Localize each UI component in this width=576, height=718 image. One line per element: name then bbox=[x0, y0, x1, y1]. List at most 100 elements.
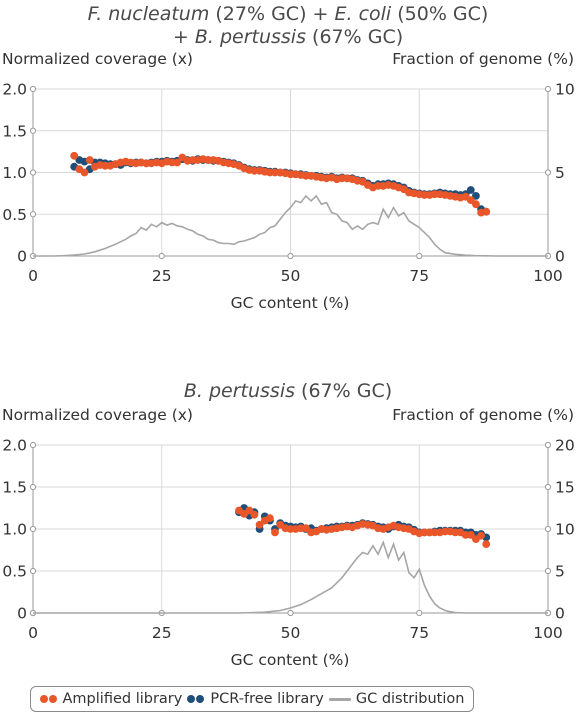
y-right-tick-marker bbox=[544, 525, 552, 533]
y-right-tick-marker bbox=[544, 567, 552, 575]
y-right-tick-label: 5 bbox=[555, 563, 565, 581]
y-left-tick-marker bbox=[29, 85, 37, 93]
legend-dot bbox=[39, 695, 48, 703]
amplified-point bbox=[85, 156, 94, 164]
y-right-tick-label: 0 bbox=[555, 248, 565, 266]
y-axis-right-title: Fraction of genome (%) bbox=[392, 50, 574, 68]
amplified-point bbox=[472, 200, 480, 209]
title-part: (50% GC) bbox=[391, 3, 488, 25]
y-left-tick-label: 0 bbox=[17, 248, 27, 266]
y-left-tick-label: 0.5 bbox=[2, 563, 27, 581]
amplified-point-group bbox=[235, 506, 491, 548]
title-part: B. pertussis bbox=[195, 26, 306, 48]
y-right-tick-marker bbox=[544, 169, 552, 176]
x-tick-label: 50 bbox=[281, 624, 301, 642]
y-right-tick-label: 0 bbox=[555, 605, 565, 623]
title-part: (67% GC) bbox=[295, 380, 392, 402]
y-left-tick-label: 0.5 bbox=[2, 206, 27, 224]
y-right-tick-label: 10 bbox=[555, 81, 575, 99]
y-right-tick-label: 5 bbox=[555, 164, 565, 182]
y-axis-left-title: Normalized coverage (x) bbox=[2, 50, 193, 68]
y-left-tick-label: 0 bbox=[17, 605, 27, 623]
amplified-point bbox=[266, 514, 274, 522]
gc-distribution-line bbox=[33, 194, 548, 257]
gc-distribution-line bbox=[33, 540, 548, 614]
x-tick-label: 75 bbox=[409, 624, 429, 642]
chart-svg: F. nucleatum (27% GC) + E. coli (50% GC)… bbox=[2, 3, 575, 312]
y-right-tick-label: 20 bbox=[555, 437, 575, 455]
legend: Amplified library PCR-free library GC di… bbox=[30, 686, 474, 712]
legend-label-amplified: Amplified library bbox=[62, 691, 183, 707]
y-left-tick-marker bbox=[29, 127, 37, 134]
y-left-tick-marker bbox=[29, 441, 37, 449]
legend-swatch-gc bbox=[328, 697, 351, 701]
pcr-free-point bbox=[466, 186, 475, 194]
legend-dot bbox=[187, 695, 196, 703]
legend-dot bbox=[48, 695, 57, 703]
amplified-point bbox=[173, 158, 182, 167]
chart-title-line-1: F. nucleatum (27% GC) + E. coli (50% GC) bbox=[88, 3, 489, 25]
x-tick-label: 0 bbox=[28, 267, 38, 285]
x-tick-marker bbox=[287, 609, 294, 617]
title-part: (27% GC) + bbox=[209, 3, 334, 25]
y-left-tick-label: 1.5 bbox=[2, 479, 27, 497]
chart-svg: B. pertussis (67% GC) Normalized coverage… bbox=[2, 380, 575, 669]
x-tick-label: 75 bbox=[409, 267, 429, 285]
legend-item-amplified: Amplified library bbox=[39, 691, 183, 707]
amplified-point bbox=[250, 510, 259, 519]
y-left-tick-marker bbox=[29, 525, 37, 533]
x-tick-marker bbox=[416, 252, 423, 260]
y-left-tick-marker bbox=[29, 169, 37, 176]
y-left-tick-marker bbox=[29, 211, 37, 218]
legend-item-gc-distribution: GC distribution bbox=[328, 691, 465, 707]
title-part: + bbox=[173, 26, 195, 48]
y-right-tick-label: 10 bbox=[555, 521, 575, 539]
amplified-point bbox=[482, 207, 491, 216]
x-tick-marker bbox=[287, 252, 294, 260]
y-left-tick-label: 1.5 bbox=[2, 122, 27, 140]
y-left-tick-label: 2.0 bbox=[2, 437, 27, 455]
x-tick-label: 25 bbox=[152, 267, 172, 285]
chart-title-line-2: + B. pertussis (67% GC) bbox=[173, 26, 403, 48]
y-right-tick-marker bbox=[544, 441, 552, 449]
title-part: E. coli bbox=[334, 3, 391, 25]
amplified-point bbox=[302, 524, 310, 533]
y-axis-right-title: Fraction of genome (%) bbox=[392, 406, 574, 424]
legend-label-gc-distribution: GC distribution bbox=[355, 691, 465, 707]
x-axis-title: GC content (%) bbox=[231, 294, 350, 312]
chart-title-line-1: B. pertussis (67% GC) bbox=[184, 380, 392, 402]
amplified-point bbox=[255, 520, 264, 529]
x-tick-label: 100 bbox=[533, 624, 563, 642]
amplified-point bbox=[80, 168, 89, 177]
x-tick-label: 50 bbox=[281, 267, 301, 285]
y-axis-left-title: Normalized coverage (x) bbox=[2, 406, 193, 424]
title-part: B. pertussis bbox=[184, 380, 295, 402]
y-right-tick-label: 15 bbox=[555, 479, 575, 497]
y-right-tick-marker bbox=[544, 483, 552, 491]
chart-b-pertussis: B. pertussis (67% GC) Normalized coverage… bbox=[0, 372, 576, 672]
x-tick-marker bbox=[416, 609, 423, 617]
y-left-tick-marker bbox=[29, 567, 37, 575]
y-left-tick-label: 1.0 bbox=[2, 164, 27, 182]
legend-label-pcr-free: PCR-free library bbox=[210, 691, 324, 707]
chart-mixed-genomes: F. nucleatum (27% GC) + E. coli (50% GC)… bbox=[0, 0, 576, 330]
amplified-point bbox=[70, 151, 79, 160]
y-left-tick-label: 1.0 bbox=[2, 521, 27, 539]
title-part: F. nucleatum bbox=[88, 3, 210, 25]
x-tick-marker bbox=[158, 252, 165, 260]
amplified-point-group bbox=[70, 151, 491, 217]
x-tick-label: 100 bbox=[533, 267, 563, 285]
legend-item-pcr-free: PCR-free library bbox=[187, 691, 324, 707]
legend-swatch-amplified bbox=[39, 695, 58, 703]
x-axis-title: GC content (%) bbox=[231, 651, 350, 669]
y-left-tick-marker bbox=[29, 483, 37, 491]
legend-dot bbox=[196, 695, 205, 703]
amplified-point bbox=[271, 528, 279, 537]
legend-swatch-pcr-free bbox=[187, 695, 205, 703]
y-left-tick-label: 2.0 bbox=[2, 81, 27, 99]
title-part: (67% GC) bbox=[306, 26, 403, 48]
x-tick-label: 0 bbox=[28, 624, 38, 642]
legend-line bbox=[328, 697, 351, 701]
amplified-point bbox=[477, 531, 485, 540]
amplified-point bbox=[482, 540, 491, 548]
